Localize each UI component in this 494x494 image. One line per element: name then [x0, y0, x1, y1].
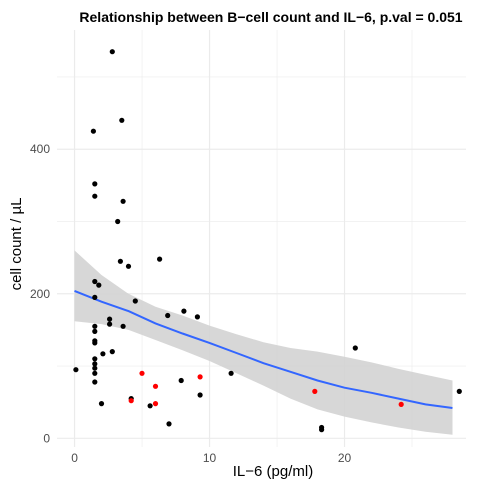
data-point-black: [120, 323, 126, 329]
data-point-black: [92, 278, 98, 285]
x-tick-label: 20: [338, 451, 352, 465]
data-point-black: [181, 308, 187, 314]
data-point-black: [90, 128, 96, 134]
data-point-black: [352, 345, 358, 351]
data-point-black: [92, 193, 98, 199]
confidence-band: [74, 250, 453, 435]
data-point-black: [125, 263, 132, 269]
data-point-black: [92, 181, 98, 187]
data-point-black: [92, 323, 98, 329]
data-point-red: [152, 383, 159, 389]
data-point-black: [132, 298, 138, 304]
data-point-black: [107, 321, 113, 327]
x-tick-label: 10: [203, 451, 217, 465]
data-point-black: [92, 356, 98, 362]
data-point-black: [73, 367, 79, 373]
data-point-black: [178, 377, 184, 384]
data-point-black: [107, 316, 113, 322]
data-point-black: [109, 349, 115, 355]
data-point-black: [228, 370, 234, 376]
data-point-black: [115, 218, 121, 225]
fit-line: [74, 289, 453, 409]
data-point-black: [456, 388, 462, 394]
data-point-red: [152, 401, 159, 407]
data-point-black: [92, 370, 98, 376]
y-tick-label: 0: [43, 431, 50, 445]
data-point-black: [117, 258, 123, 264]
data-point-red: [128, 398, 134, 404]
confidence-band-group: [74, 250, 453, 435]
data-point-black: [98, 401, 105, 407]
data-point-red: [197, 374, 203, 380]
y-axis-label: cell count / µL: [8, 198, 25, 291]
data-point-black: [92, 328, 98, 334]
data-point-black: [166, 421, 172, 427]
data-point-black: [119, 117, 125, 123]
chart-title: Relationship between B−cell count and IL…: [79, 9, 462, 25]
data-point-black: [96, 282, 102, 288]
data-point-red: [139, 370, 145, 376]
data-point-black: [109, 49, 115, 55]
y-tick-label: 400: [30, 142, 50, 156]
data-point-black: [92, 361, 98, 367]
data-point-red: [312, 388, 318, 394]
data-point-black: [157, 256, 163, 262]
data-point-black: [165, 312, 171, 319]
data-point-black: [100, 351, 106, 357]
data-point-black: [92, 340, 98, 346]
data-point-red: [398, 401, 404, 407]
fit-line-group: [74, 289, 453, 409]
x-axis-label: IL−6 (pg/ml): [233, 463, 313, 480]
data-point-black: [147, 403, 153, 409]
data-point-black: [120, 198, 126, 204]
data-point-black: [92, 379, 98, 385]
x-tick-label: 0: [71, 451, 78, 465]
data-point-black: [194, 314, 200, 320]
data-point-black: [92, 294, 98, 300]
data-points: [73, 49, 462, 433]
y-tick-label: 200: [30, 287, 50, 301]
data-point-black: [92, 365, 98, 371]
data-point-black: [319, 427, 325, 433]
data-point-black: [197, 392, 203, 398]
